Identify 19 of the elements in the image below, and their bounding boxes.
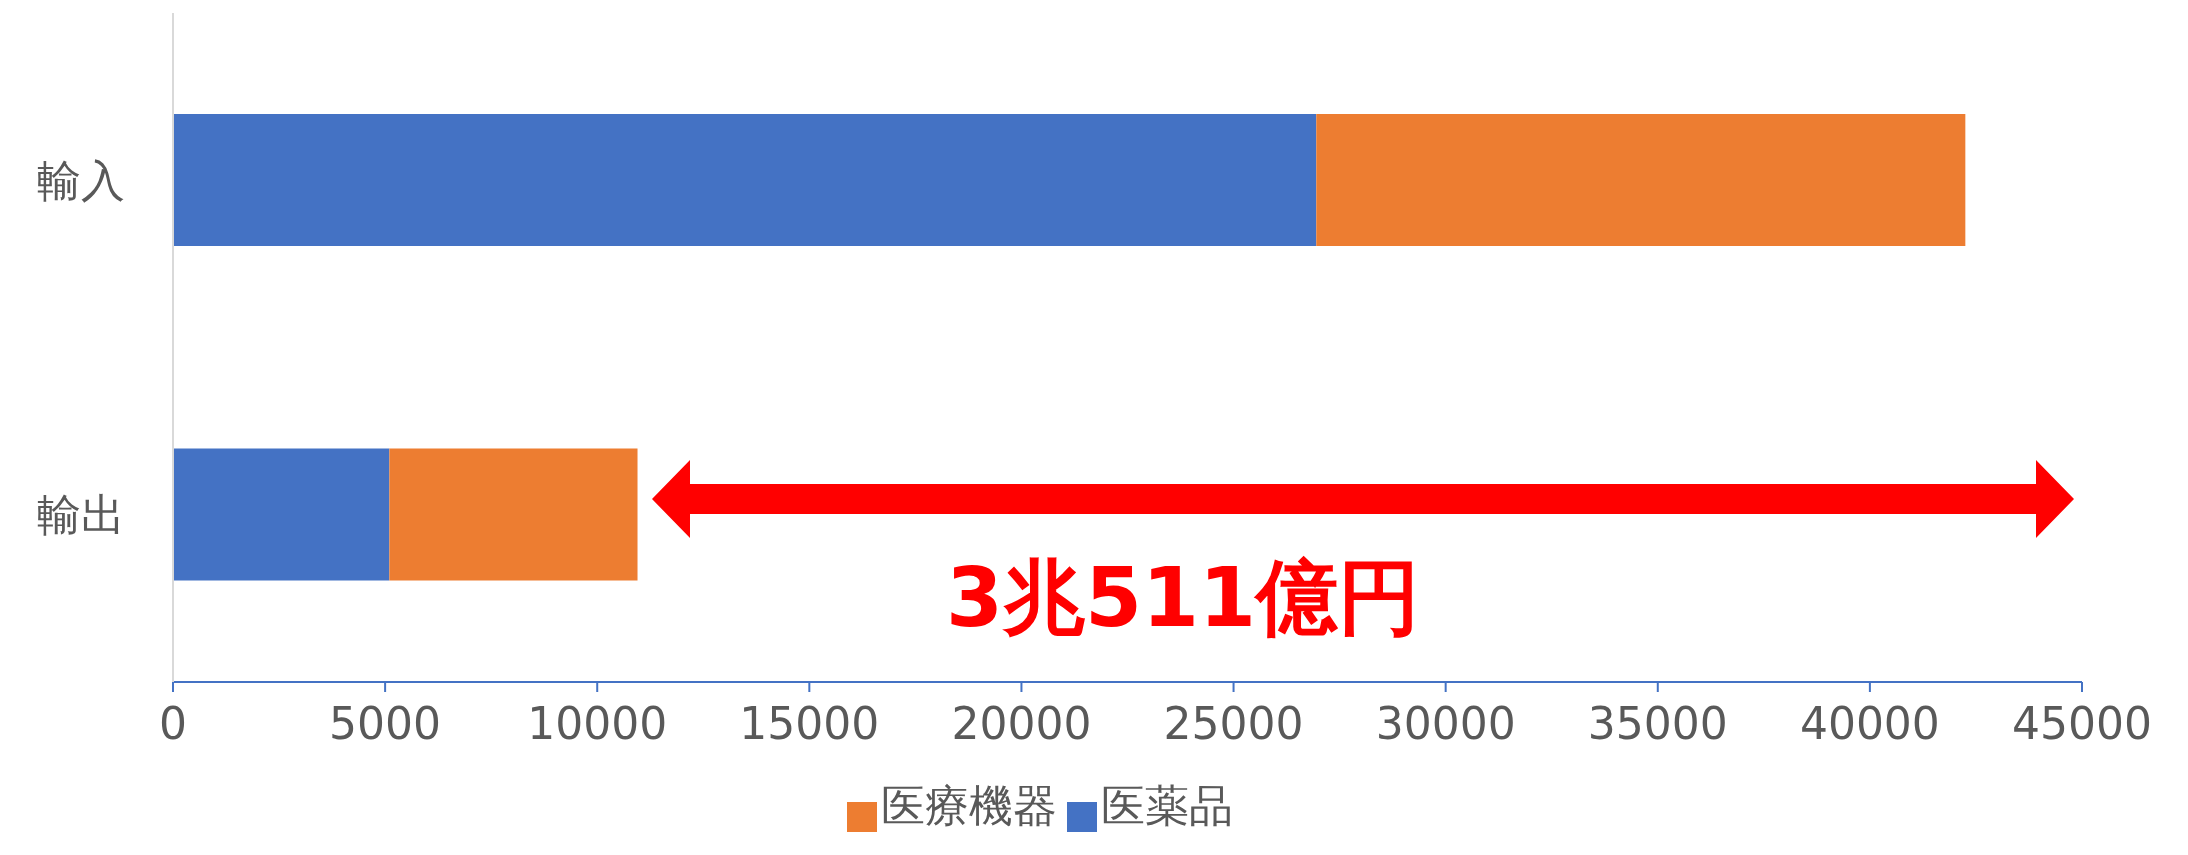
x-tick-label: 30000 <box>1375 698 1516 750</box>
x-tick-label: 5000 <box>329 698 442 750</box>
x-tick-label: 0 <box>159 698 187 750</box>
annotation: 3兆511億円 <box>944 550 1422 645</box>
x-tick-label: 20000 <box>951 698 1092 750</box>
bar <box>1316 114 1966 246</box>
x-tick-label: 35000 <box>1587 698 1728 750</box>
x-tick-label: 40000 <box>1799 698 1940 750</box>
x-tick-label: 25000 <box>1163 698 1304 750</box>
x-tick-label: 10000 <box>527 698 668 750</box>
y-tick-label: 輸入 <box>37 154 125 206</box>
bar <box>173 448 390 581</box>
legend-label: 医薬品 <box>1101 780 1233 831</box>
legend-label: 医療機器 <box>881 780 1057 831</box>
x-tick-label: 45000 <box>2012 698 2152 750</box>
x-tick-label: 15000 <box>739 698 880 750</box>
bar <box>173 114 1317 246</box>
bar <box>389 448 638 581</box>
y-tick-label: 輸出 <box>37 489 125 541</box>
